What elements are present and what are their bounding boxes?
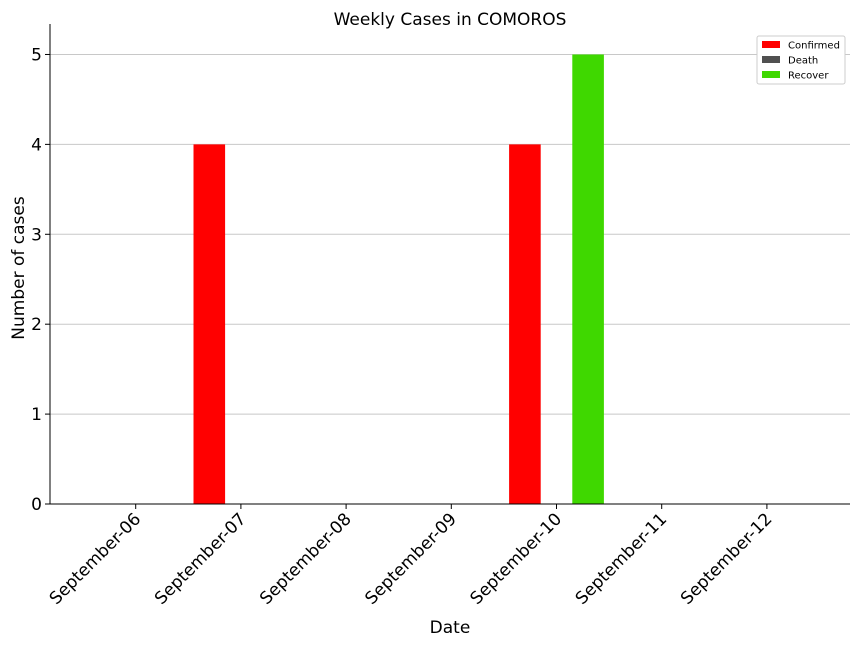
x-tick-label: September-10 xyxy=(467,509,566,608)
y-tick-label: 5 xyxy=(31,45,42,65)
bars xyxy=(193,54,604,504)
bar-recover-september-10 xyxy=(572,54,604,504)
y-tick-label: 0 xyxy=(31,495,42,515)
axes xyxy=(49,24,850,505)
y-axis-label: Number of cases xyxy=(9,196,29,340)
grid-lines xyxy=(50,53,850,505)
legend-swatch-confirmed xyxy=(762,41,780,48)
legend-label-recover: Recover xyxy=(788,71,829,82)
y-tick-label: 4 xyxy=(31,135,42,155)
y-tick-label: 2 xyxy=(31,315,42,335)
legend-label-death: Death xyxy=(788,56,818,67)
y-tick-label: 1 xyxy=(31,405,42,425)
x-tick-label: September-08 xyxy=(256,509,355,608)
legend: Confirmed Death Recover xyxy=(756,35,846,85)
x-tick-label: September-12 xyxy=(677,509,776,608)
legend-swatch-recover xyxy=(762,71,780,78)
x-tick-label: September-06 xyxy=(46,509,145,608)
legend-swatch-death xyxy=(762,56,780,63)
y-tick-label: 3 xyxy=(31,225,42,245)
chart-title: Weekly Cases in COMOROS xyxy=(334,10,567,30)
x-axis-label: Date xyxy=(430,618,471,638)
y-ticks: 0 1 2 3 4 5 xyxy=(31,45,50,515)
legend-label-confirmed: Confirmed xyxy=(788,41,840,52)
x-tick-label: September-07 xyxy=(151,509,250,608)
x-tick-label: September-09 xyxy=(361,509,460,608)
x-ticks: September-06 September-07 September-08 Sept… xyxy=(46,504,776,609)
x-tick-label: September-11 xyxy=(572,509,671,608)
bar-confirmed-september-07 xyxy=(193,144,226,504)
bar-confirmed-september-10 xyxy=(509,144,541,504)
